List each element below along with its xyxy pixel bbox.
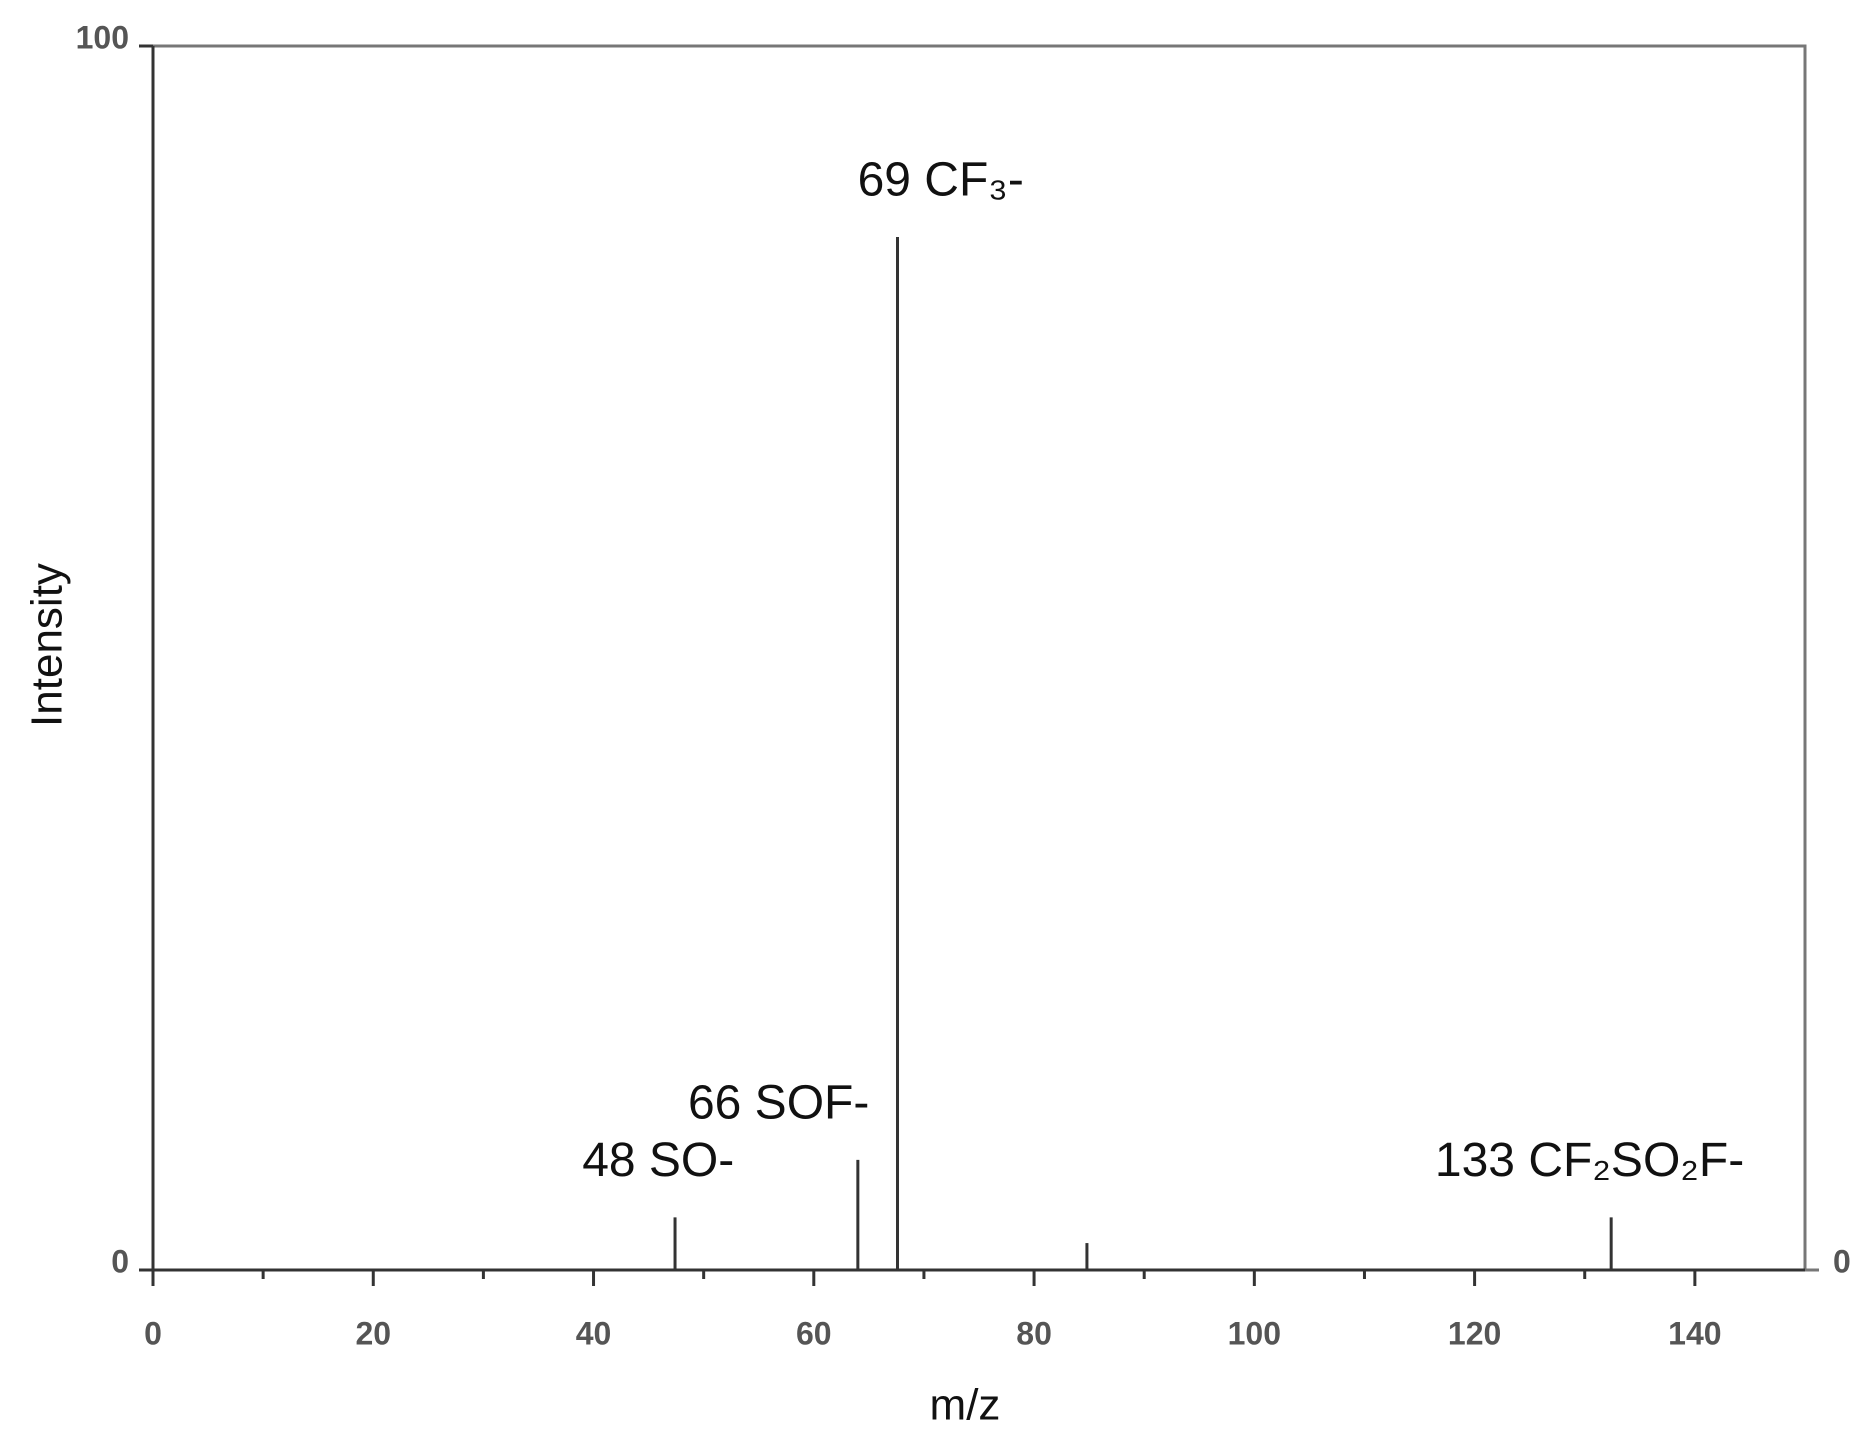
x-tick-label: 60 bbox=[796, 1315, 832, 1351]
plot-frame bbox=[151, 44, 1807, 1272]
x-axis-label: m/z bbox=[930, 1381, 1001, 1430]
x-tick-label: 0 bbox=[144, 1315, 162, 1351]
x-tick-label: 140 bbox=[1668, 1315, 1721, 1351]
y-tick-label: 0 bbox=[111, 1243, 129, 1279]
peak-label: 48 SO- bbox=[582, 1134, 734, 1187]
y2-tick-label: 0 bbox=[1833, 1243, 1851, 1279]
x-tick-label: 100 bbox=[1228, 1315, 1281, 1351]
y-tick-label: 100 bbox=[76, 19, 129, 55]
peak-label: 133 CF₂SO₂F- bbox=[1435, 1134, 1744, 1187]
x-tick-label: 80 bbox=[1016, 1315, 1052, 1351]
x-tick-label: 120 bbox=[1448, 1315, 1501, 1351]
x-tick-label: 40 bbox=[576, 1315, 612, 1351]
peak-label: 69 CF₃- bbox=[858, 154, 1024, 207]
peak-label: 66 SOF- bbox=[688, 1077, 869, 1130]
y-axis-label: Intensity bbox=[23, 563, 72, 727]
x-tick-label: 20 bbox=[355, 1315, 391, 1351]
